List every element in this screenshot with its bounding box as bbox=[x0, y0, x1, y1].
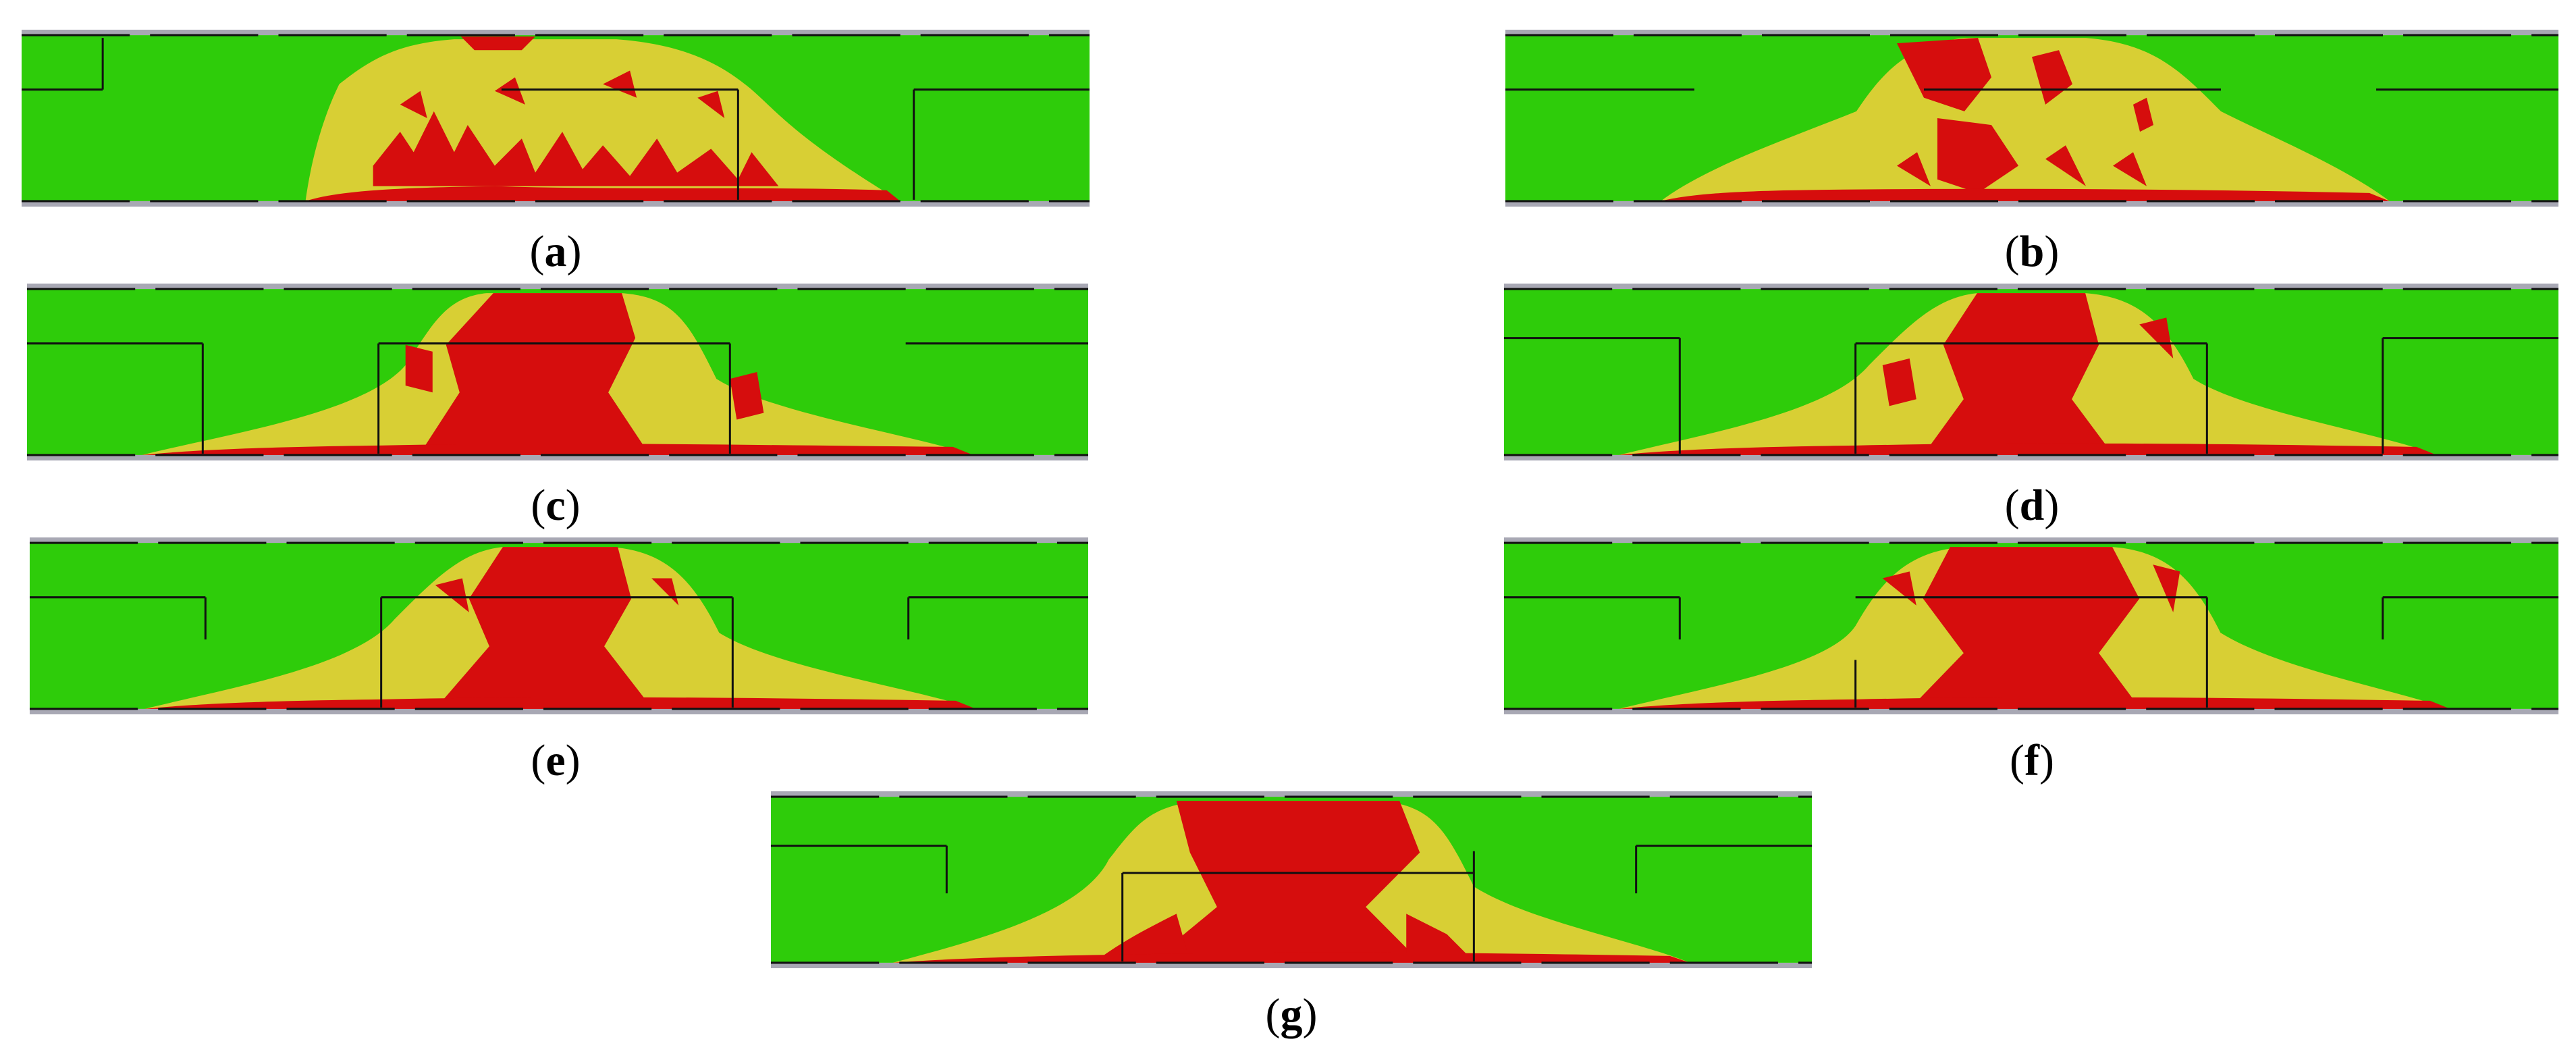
damage-contour-b bbox=[1505, 30, 2558, 207]
damage-contour-g bbox=[771, 791, 1812, 968]
panel-a bbox=[22, 30, 1090, 207]
caption-e: (e) bbox=[531, 736, 581, 785]
caption-c: (c) bbox=[531, 481, 581, 530]
panel-e bbox=[30, 537, 1088, 714]
panel-d bbox=[1504, 284, 2558, 460]
panel-g bbox=[771, 791, 1812, 968]
panel-c bbox=[27, 284, 1088, 460]
caption-d: (d) bbox=[2004, 481, 2060, 530]
panel-b bbox=[1505, 30, 2558, 207]
caption-b: (b) bbox=[2004, 227, 2060, 276]
damage-contour-c bbox=[27, 284, 1088, 460]
panel-f bbox=[1504, 537, 2558, 714]
caption-a: (a) bbox=[529, 227, 582, 276]
damage-contour-e bbox=[30, 537, 1088, 714]
caption-g: (g) bbox=[1265, 990, 1318, 1039]
damage-contour-f bbox=[1504, 537, 2558, 714]
damage-contour-a bbox=[22, 30, 1090, 207]
caption-f: (f) bbox=[2010, 736, 2054, 785]
damage-contour-d bbox=[1504, 284, 2558, 460]
